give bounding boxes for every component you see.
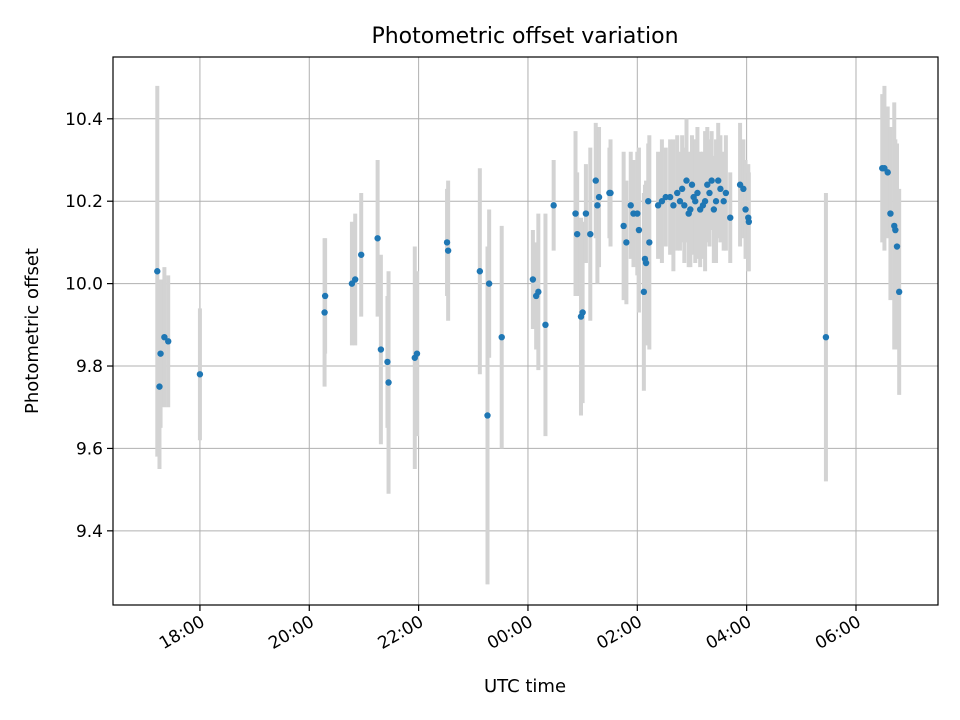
data-point [413, 350, 421, 357]
x-axis-label: UTC time [484, 676, 566, 697]
y-tick-label: 10.2 [65, 192, 103, 212]
data-point [587, 230, 594, 238]
data-point [666, 193, 674, 201]
data-point [708, 177, 715, 184]
data-point [165, 338, 172, 345]
data-point [542, 321, 549, 329]
data-point [676, 198, 684, 205]
data-point [635, 226, 643, 234]
data-point [484, 412, 491, 419]
data-point [640, 288, 648, 296]
data-point [156, 383, 163, 390]
y-tick-label: 10.0 [65, 275, 103, 295]
data-point [607, 189, 614, 197]
data-point [822, 333, 830, 341]
data-point [745, 218, 753, 226]
data-point [670, 202, 677, 209]
data-point [572, 210, 579, 217]
data-point [321, 309, 328, 316]
y-tick-label: 10.4 [65, 110, 103, 130]
data-point [550, 202, 557, 209]
data-point [727, 214, 734, 221]
data-point [692, 198, 699, 205]
data-point [717, 185, 724, 193]
data-point [893, 243, 901, 250]
data-point [720, 198, 727, 205]
data-point [706, 189, 713, 197]
data-point [579, 309, 586, 316]
data-point [529, 276, 537, 283]
data-point [535, 288, 542, 296]
y-tick-label: 9.4 [76, 522, 103, 542]
data-point [592, 177, 599, 184]
data-point [742, 206, 749, 213]
data-point [642, 259, 650, 267]
data-point [377, 346, 385, 353]
data-point [573, 230, 581, 238]
data-point [443, 239, 451, 246]
data-point [351, 276, 359, 283]
data-point [701, 198, 709, 205]
data-point [623, 239, 630, 246]
data-point [374, 235, 381, 242]
data-point [674, 189, 681, 197]
point-layer [154, 165, 903, 419]
data-point [645, 198, 652, 205]
data-point [683, 177, 690, 184]
data-point [895, 288, 903, 296]
data-point [681, 202, 688, 209]
data-point [688, 181, 696, 188]
data-point [161, 333, 168, 341]
data-point [646, 239, 653, 246]
data-point [444, 247, 452, 254]
data-point [582, 210, 590, 217]
data-point [887, 210, 894, 217]
data-point [485, 280, 493, 287]
data-point [715, 177, 722, 184]
y-tick-label: 9.8 [76, 357, 103, 377]
data-point [321, 292, 329, 300]
data-point [712, 198, 720, 205]
plot-frame [112, 56, 939, 606]
data-point [687, 206, 694, 213]
data-point [892, 226, 899, 234]
data-point [196, 371, 204, 378]
data-point [662, 193, 669, 201]
data-point [740, 185, 747, 193]
data-point [594, 202, 601, 209]
data-point [385, 379, 392, 386]
data-point [694, 189, 701, 197]
data-point [476, 268, 484, 275]
data-point [678, 185, 686, 193]
data-point [358, 251, 365, 258]
y-tick-label: 9.6 [76, 439, 103, 459]
data-point [620, 222, 627, 230]
data-point [498, 333, 505, 341]
chart-title: Photometric offset variation [371, 24, 678, 49]
data-point [595, 193, 603, 201]
data-point [634, 210, 641, 217]
data-point [654, 202, 662, 209]
data-point [722, 189, 730, 197]
data-point [704, 181, 711, 188]
data-point [384, 358, 391, 366]
data-point [627, 202, 634, 209]
data-point [658, 198, 666, 205]
data-point [154, 268, 161, 275]
y-axis-label: Photometric offset [22, 248, 43, 414]
data-point [710, 206, 718, 213]
data-point [157, 350, 164, 357]
data-point [884, 169, 891, 176]
